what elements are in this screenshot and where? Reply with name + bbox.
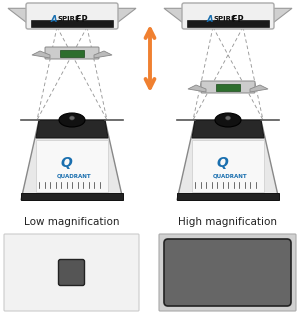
Polygon shape (21, 193, 123, 200)
Text: QUADRANT: QUADRANT (213, 174, 247, 179)
Ellipse shape (59, 113, 85, 127)
FancyBboxPatch shape (182, 3, 274, 29)
Text: Q: Q (216, 157, 228, 170)
Text: Low magnification: Low magnification (24, 217, 120, 227)
Text: FP: FP (73, 15, 87, 24)
Text: A: A (206, 15, 213, 24)
Polygon shape (272, 8, 292, 24)
Text: A: A (50, 15, 57, 24)
Polygon shape (8, 8, 28, 24)
Polygon shape (32, 51, 50, 58)
Bar (36, 140, 108, 192)
Bar (60, 50, 84, 57)
Polygon shape (192, 120, 264, 138)
Polygon shape (177, 193, 279, 200)
Text: FP: FP (229, 15, 243, 24)
Text: High magnification: High magnification (178, 217, 278, 227)
Polygon shape (177, 120, 279, 200)
Polygon shape (188, 85, 206, 92)
Ellipse shape (70, 116, 74, 120)
Text: Q: Q (60, 157, 72, 170)
Polygon shape (116, 8, 136, 24)
FancyBboxPatch shape (4, 234, 139, 311)
Bar (216, 84, 240, 91)
Polygon shape (36, 120, 108, 138)
FancyBboxPatch shape (159, 234, 296, 311)
Polygon shape (21, 120, 123, 200)
FancyBboxPatch shape (58, 260, 85, 286)
Text: SPIRE: SPIRE (214, 16, 237, 22)
FancyBboxPatch shape (201, 81, 255, 93)
Text: QUADRANT: QUADRANT (57, 174, 91, 179)
Polygon shape (250, 85, 268, 92)
Polygon shape (164, 8, 184, 24)
FancyBboxPatch shape (164, 239, 291, 306)
Ellipse shape (226, 116, 230, 120)
Text: SPIRE: SPIRE (58, 16, 80, 22)
Ellipse shape (215, 113, 241, 127)
Bar (31, 20, 113, 27)
Bar (192, 140, 264, 192)
FancyBboxPatch shape (45, 47, 99, 59)
Bar (187, 20, 269, 27)
FancyBboxPatch shape (26, 3, 118, 29)
Polygon shape (94, 51, 112, 58)
